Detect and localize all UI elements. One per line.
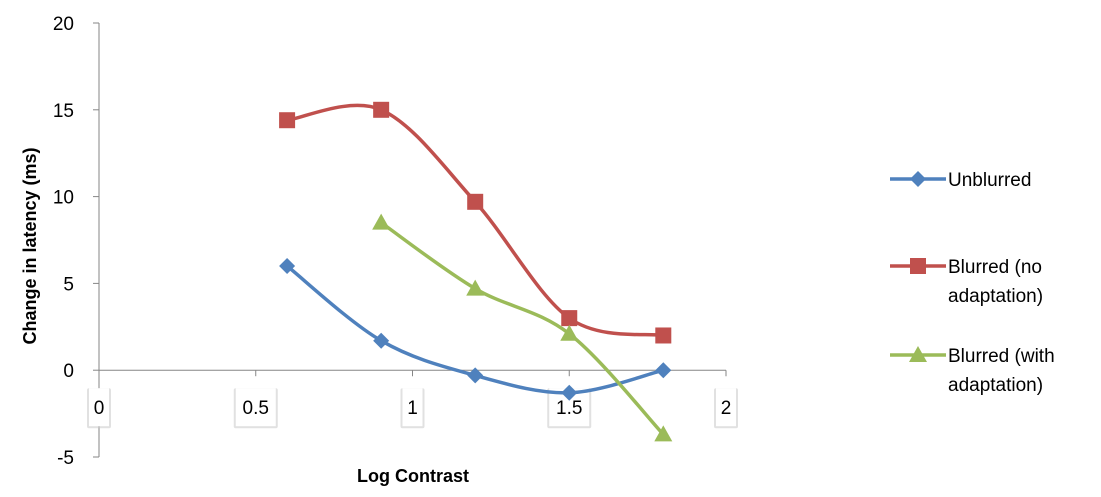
x-tick-label: 1 [407,398,418,419]
data-point-square [279,112,296,129]
series-blurred-no-adaptation [279,101,672,344]
y-tick-label: -5 [57,448,74,469]
legend-label: Blurred (no [948,257,1042,278]
legend-marker [910,258,926,274]
data-point-square [655,327,672,344]
x-tick-label: 1.5 [556,398,582,419]
data-point-triangle [372,213,391,230]
x-tick-label-bg [716,388,736,427]
data-point-square [561,310,578,327]
legend-item: Blurred (with adaptation) [890,346,1055,396]
legend-label: adaptation) [948,375,1043,396]
y-tick-label: 5 [63,274,74,295]
data-point-triangle [466,279,485,296]
data-point-diamond [467,367,484,384]
data-point-diamond [655,362,672,379]
data-point-triangle [560,324,579,341]
legend-label: Unblurred [948,170,1031,191]
x-tick-label: 0.5 [243,398,269,419]
data-point-square [467,193,484,210]
data-point-square [373,101,390,118]
data-point-diamond [561,384,578,401]
legend-item: Blurred (no adaptation) [890,257,1043,307]
series-blurred-with-adaptation [372,213,673,442]
x-axis-title: Log Contrast [357,466,469,486]
legend-label: adaptation) [948,286,1043,307]
axes: -5 0 5 10 15 20 0 0.5 1 1.5 2 [53,14,738,469]
data-point-diamond [279,258,296,275]
series-line [380,221,665,436]
legend-label: Blurred (with [948,346,1055,367]
data-point-triangle [654,425,673,442]
legend-item: Unblurred [890,170,1031,191]
y-tick-label: 10 [53,188,74,209]
series-line [286,103,664,338]
data-point-diamond [373,332,390,349]
x-tick-label: 2 [721,398,732,419]
legend-marker [909,346,927,362]
legend-marker [910,171,926,187]
y-axis-title: Change in latency (ms) [20,147,40,344]
x-tick-label-bg [89,388,109,427]
x-tick-label-bg [402,388,423,427]
series-layer [279,101,673,442]
series-unblurred [279,258,672,401]
y-tick-label: 0 [63,361,74,382]
y-tick-label: 15 [53,101,74,122]
y-tick-label: 20 [53,14,74,35]
x-tick-label-bg [235,388,276,427]
x-tick-label: 0 [94,398,105,419]
